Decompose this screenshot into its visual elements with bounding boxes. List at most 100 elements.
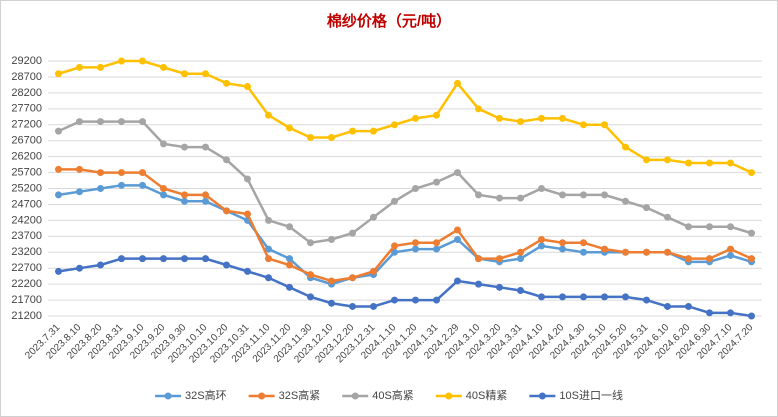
point <box>202 143 209 151</box>
point <box>55 70 62 78</box>
point <box>223 261 230 269</box>
point <box>139 118 146 126</box>
point <box>601 191 608 199</box>
y-tick-label: 26700 <box>11 135 42 147</box>
point <box>265 111 272 119</box>
y-tick-label: 24200 <box>11 214 42 226</box>
point <box>580 248 587 256</box>
point <box>559 239 566 247</box>
point <box>139 57 146 65</box>
point <box>454 169 461 177</box>
point <box>76 165 83 173</box>
point <box>559 114 566 122</box>
point <box>706 255 713 263</box>
point <box>76 188 83 196</box>
point <box>181 143 188 151</box>
point <box>643 156 650 164</box>
point <box>307 239 314 247</box>
point <box>265 255 272 263</box>
point <box>454 236 461 243</box>
legend-label: 40S精紧 <box>466 389 508 402</box>
point <box>601 245 608 253</box>
point <box>727 251 734 259</box>
point <box>328 299 335 307</box>
point <box>580 293 587 301</box>
legend-label: 32S高环 <box>185 388 227 402</box>
legend-item: 40S高紧 <box>342 388 414 402</box>
point <box>223 156 230 164</box>
y-tick-label: 22700 <box>11 262 42 274</box>
point <box>727 309 734 317</box>
point <box>601 121 608 129</box>
point <box>454 277 461 285</box>
point <box>517 287 524 294</box>
y-tick-label: 28200 <box>11 87 42 99</box>
point <box>349 302 356 310</box>
point <box>622 197 629 205</box>
point <box>685 255 692 263</box>
series-line <box>58 257 752 318</box>
legend-item: 32S高紧 <box>248 388 321 402</box>
point <box>349 127 356 135</box>
point <box>643 296 650 304</box>
point <box>370 267 377 275</box>
point <box>538 236 545 243</box>
y-tick-label: 26200 <box>11 151 42 163</box>
point <box>538 185 545 192</box>
y-tick-label: 21200 <box>11 310 42 322</box>
point <box>664 302 671 310</box>
point <box>727 223 734 231</box>
y-tick-label: 27200 <box>11 119 42 131</box>
point <box>391 197 398 205</box>
point <box>265 216 272 224</box>
series-line <box>57 120 752 245</box>
point <box>244 83 251 90</box>
legend-item: 10S进口一线 <box>529 388 623 402</box>
point <box>286 124 293 132</box>
point <box>160 191 167 199</box>
legend-marker <box>351 392 359 400</box>
point <box>748 169 755 177</box>
point <box>118 255 125 263</box>
point <box>517 248 524 256</box>
point <box>727 245 734 253</box>
legend-label: 10S进口一线 <box>559 388 623 402</box>
point <box>265 274 272 282</box>
point <box>328 236 335 243</box>
point <box>160 255 167 263</box>
point <box>622 143 629 151</box>
point <box>496 283 503 291</box>
point <box>433 245 440 253</box>
point <box>748 312 755 320</box>
legend-item: 40S精紧 <box>435 389 508 402</box>
point <box>580 191 587 199</box>
y-tick-label: 23200 <box>11 246 42 258</box>
point <box>97 185 104 192</box>
point <box>748 255 755 263</box>
point <box>97 118 104 126</box>
point <box>286 261 293 269</box>
legend-marker <box>445 392 453 400</box>
point <box>622 293 629 301</box>
point <box>118 57 125 65</box>
y-tick-label: 27700 <box>11 103 42 115</box>
point <box>664 213 671 221</box>
point <box>475 105 482 113</box>
series-line <box>58 168 753 283</box>
point <box>55 165 62 173</box>
point <box>475 255 482 263</box>
legend: 32S高环 32S高紧 40S高紧 40S精紧 10S进口一线 <box>155 388 623 402</box>
point <box>97 63 104 71</box>
point <box>139 255 146 263</box>
point <box>496 194 503 202</box>
point <box>118 169 125 177</box>
point <box>391 248 398 256</box>
point <box>412 114 419 122</box>
point <box>412 296 419 304</box>
point <box>433 178 440 186</box>
legend-label: 32S高紧 <box>279 388 321 402</box>
point <box>643 204 650 212</box>
point <box>685 223 692 231</box>
point <box>496 255 503 263</box>
point <box>685 159 692 167</box>
